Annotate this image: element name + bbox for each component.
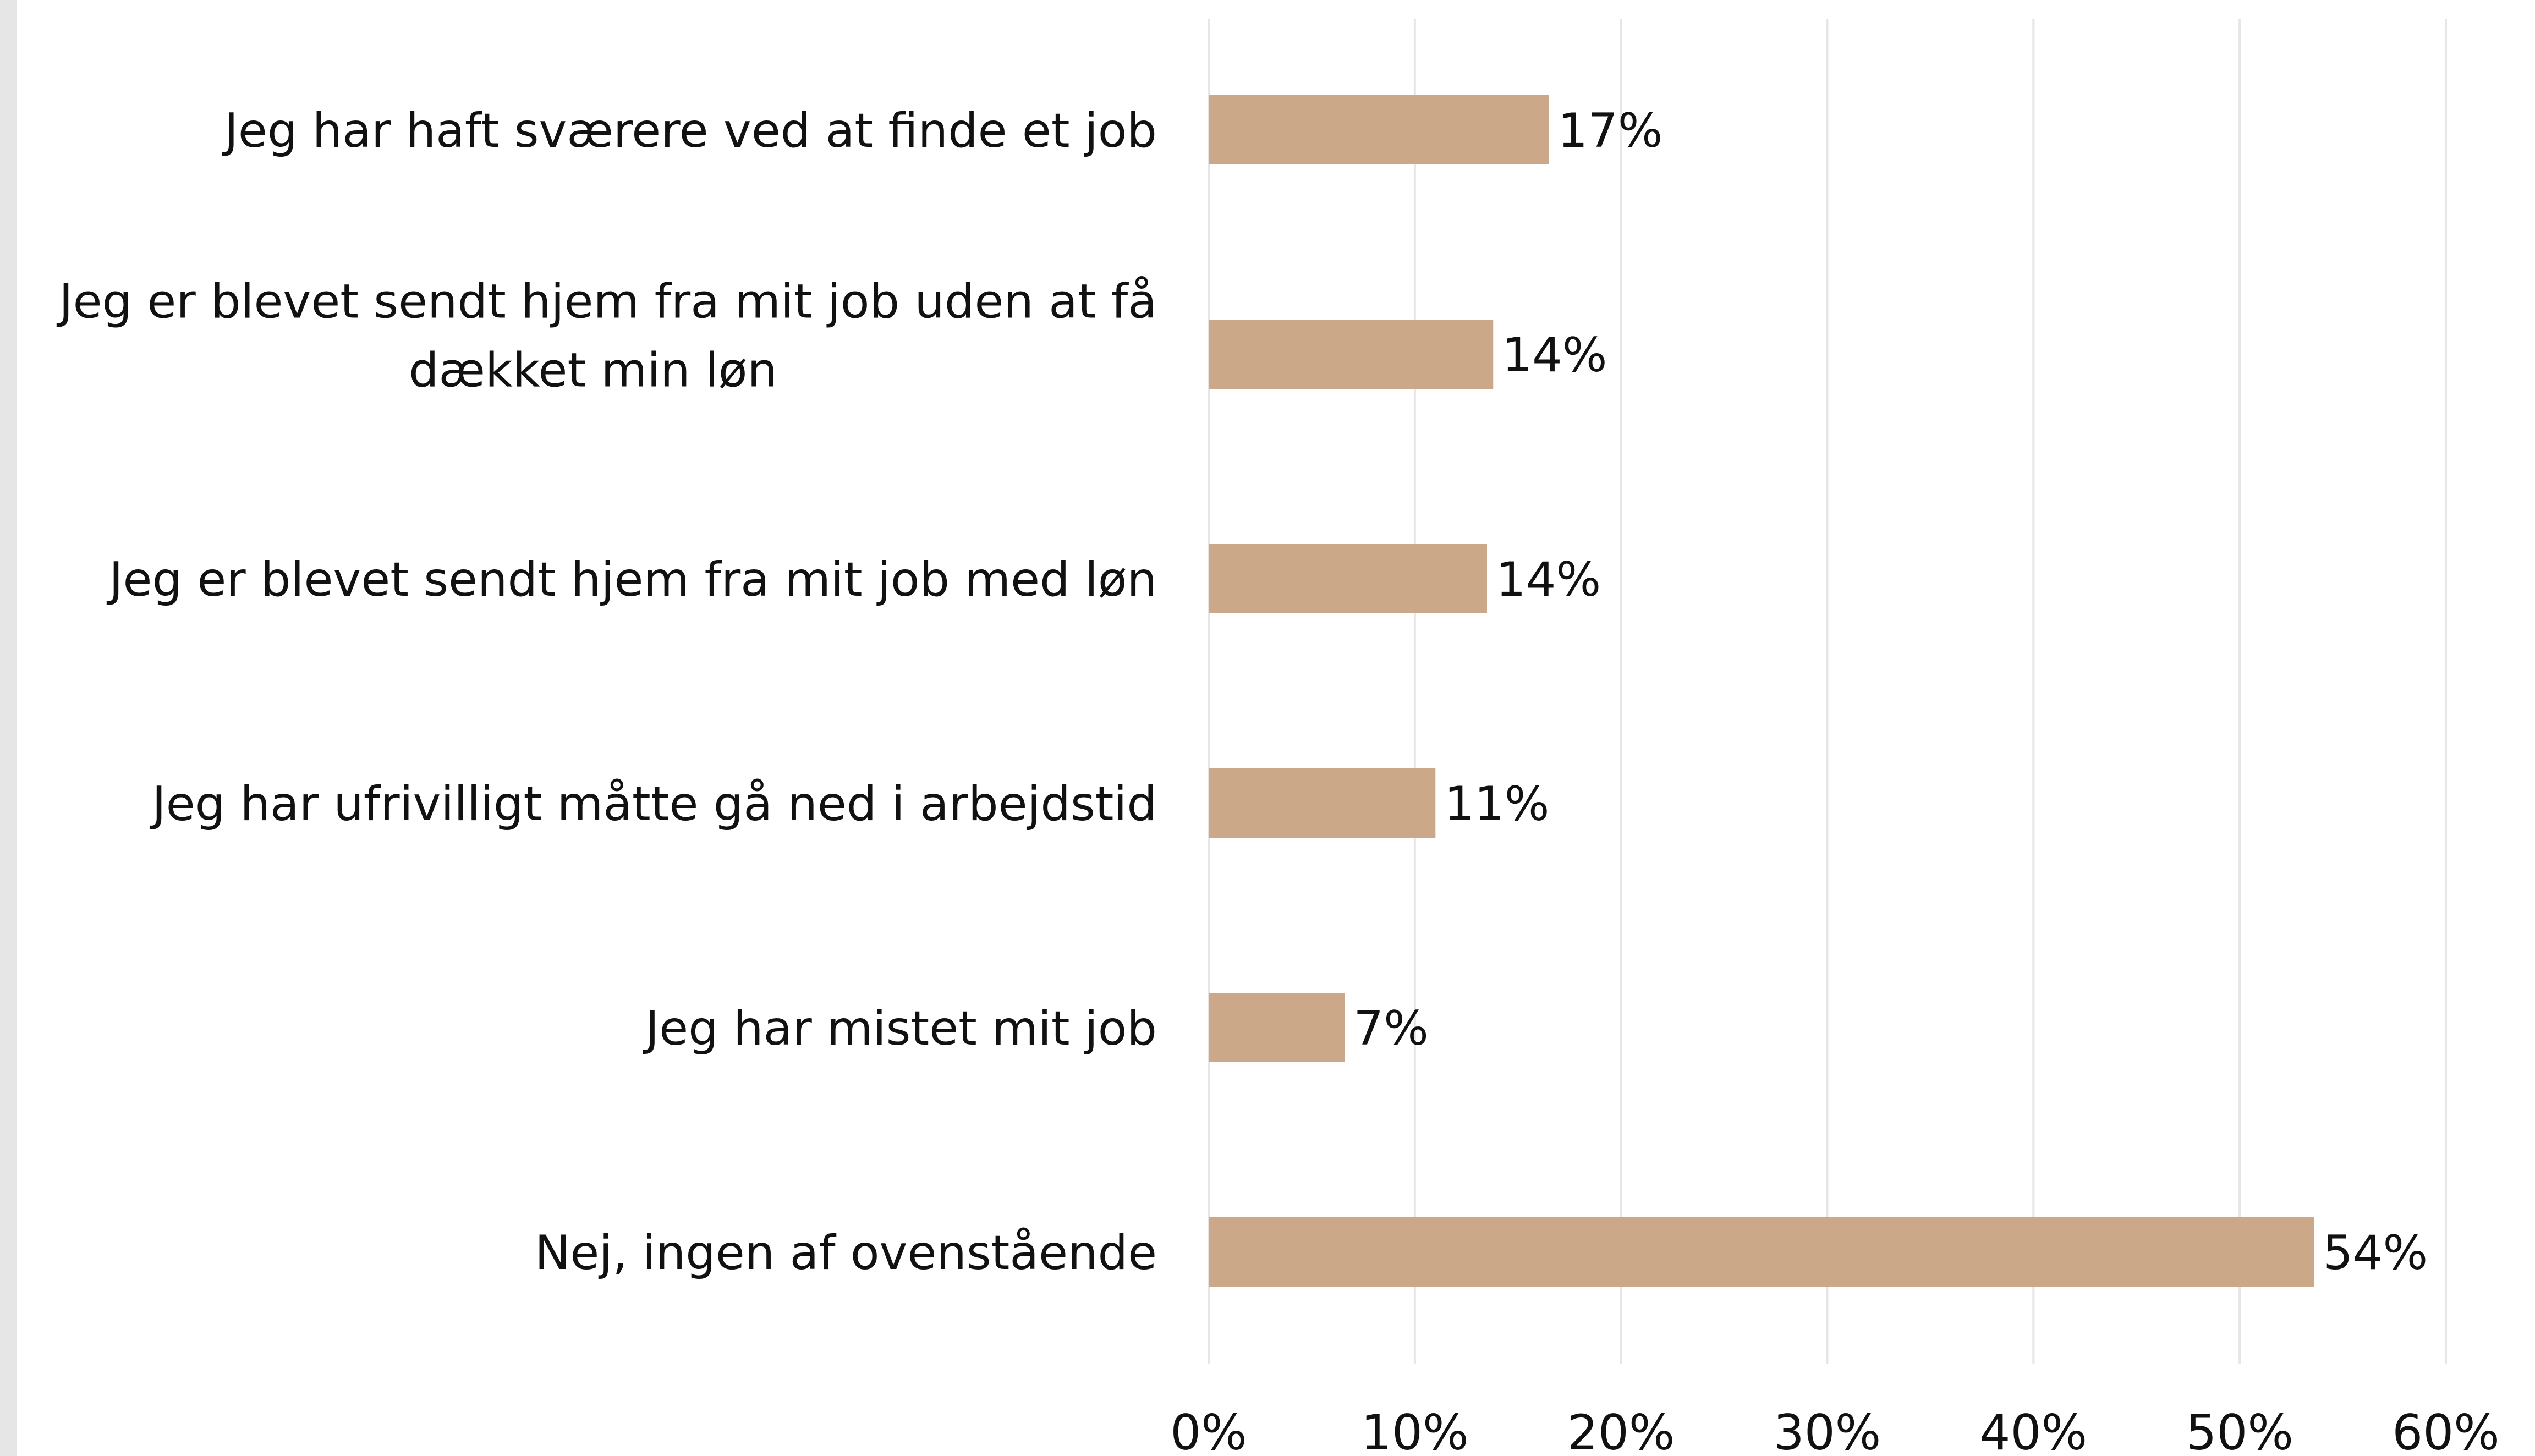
category-label: Jeg er blevet sendt hjem fra mit job ude…	[56, 274, 1157, 329]
bar-value-label: 14%	[1502, 328, 1607, 383]
x-tick-label: 60%	[2392, 1404, 2500, 1456]
bar-value-label: 17%	[1557, 103, 1662, 158]
category-label: dække﻿t min løn	[409, 343, 777, 398]
x-tick-label: 0%	[1170, 1404, 1247, 1456]
bar-value-label: 14%	[1496, 552, 1601, 607]
category-label: Nej, ingen af ovenstående	[535, 1226, 1157, 1281]
bar	[1209, 544, 1488, 613]
bar	[1209, 993, 1345, 1062]
bar-value-label: 54%	[2323, 1226, 2428, 1281]
category-label: Jeg er blevet sendt hjem fra mit job med…	[106, 552, 1157, 607]
bar	[1209, 768, 1436, 838]
left-frame-edge	[0, 0, 17, 1456]
x-tick-label: 30%	[1774, 1404, 1881, 1456]
x-tick-label: 10%	[1361, 1404, 1469, 1456]
x-tick-label: 40%	[1980, 1404, 2088, 1456]
bar	[1209, 320, 1494, 389]
bar	[1209, 1217, 2314, 1287]
category-label: Jeg har haft sværere ved at finde et job	[222, 103, 1157, 158]
bar-value-label: 11%	[1444, 777, 1549, 832]
bar	[1209, 95, 1549, 164]
bar-value-label: 7%	[1353, 1001, 1428, 1056]
category-label: Jeg har ufrivilligt måtte gå ned i arbej…	[149, 777, 1157, 832]
x-tick-label: 20%	[1567, 1404, 1675, 1456]
category-label: Jeg har mistet mit job	[643, 1001, 1157, 1056]
x-tick-label: 50%	[2186, 1404, 2293, 1456]
